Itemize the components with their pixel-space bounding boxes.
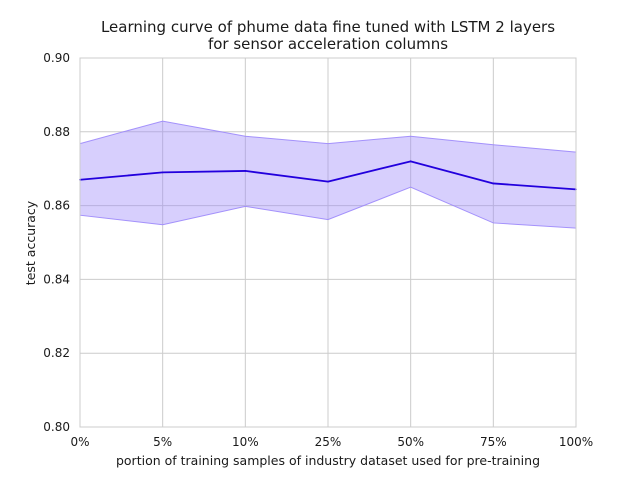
plot-frame [79, 57, 577, 428]
x-tick-label: 10% [232, 435, 259, 449]
x-axis-label: portion of training samples of industry … [116, 453, 540, 468]
x-tick-label: 0% [70, 435, 89, 449]
data-point [492, 182, 495, 185]
x-tick-label: 75% [480, 435, 507, 449]
y-tick-labels: 0.80 0.82 0.84 0.86 0.88 0.90 [43, 51, 70, 434]
y-tick-label: 0.90 [43, 51, 70, 65]
y-tick-label: 0.82 [43, 346, 70, 360]
data-point [161, 171, 164, 174]
y-tick-label: 0.84 [43, 272, 70, 286]
chart-title-line-2: for sensor acceleration columns [208, 35, 448, 53]
x-tick-label: 25% [315, 435, 342, 449]
x-tick-label: 50% [397, 435, 424, 449]
y-axis-label: test accuracy [23, 200, 38, 285]
data-point [244, 170, 247, 172]
data-point [327, 180, 329, 183]
x-tick-label: 100% [559, 435, 593, 449]
y-tick-label: 0.88 [43, 125, 70, 139]
x-tick-label: 5% [153, 435, 172, 449]
x-tick-labels: 0% 5% 10% 25% 50% 75% 100% [70, 435, 593, 449]
y-tick-label: 0.80 [43, 420, 70, 434]
y-tick-label: 0.86 [43, 199, 70, 213]
chart-title-line-1: Learning curve of phume data fine tuned … [101, 18, 555, 36]
data-point [409, 160, 412, 163]
